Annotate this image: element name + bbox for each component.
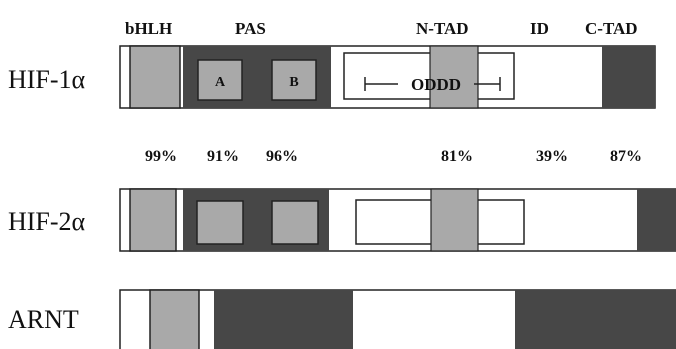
- hif1a-pas-b-label: B: [289, 75, 298, 90]
- label-id: ID: [530, 19, 549, 38]
- identity-id: 39%: [536, 148, 568, 165]
- hif1a-pas-b-box: [271, 59, 317, 101]
- identity-pas-a: 91%: [207, 148, 239, 165]
- identity-ctad: 87%: [610, 148, 642, 165]
- hif1a-oddd-box: [343, 52, 515, 100]
- label-ntad: N-TAD: [416, 19, 469, 38]
- hif1a-row: HIF-1α A B ODDD: [8, 45, 656, 109]
- oddd-label: ODDD: [411, 75, 461, 94]
- hif2a-ctad-domain: [637, 189, 676, 251]
- protein-label-arnt: ARNT: [8, 305, 79, 334]
- arnt-c-terminal-domain: [515, 290, 676, 349]
- hif1a-pas-a-box: [197, 59, 243, 101]
- label-bhlh: bHLH: [125, 19, 172, 38]
- hif2a-ntad-domain: [430, 188, 479, 252]
- arnt-pas-domain: [214, 290, 353, 349]
- hif2a-pas-b-box: [271, 200, 319, 245]
- identity-ntad: 81%: [441, 148, 473, 165]
- hif2a-row: HIF-2α: [8, 188, 676, 252]
- protein-label-hif2a: HIF-2α: [8, 207, 86, 236]
- protein-label-hif1a: HIF-1α: [8, 65, 86, 94]
- arnt-bhlh-domain: [149, 289, 200, 349]
- hif1a-ctad-domain: [602, 46, 655, 108]
- hif2a-bhlh-domain: [129, 188, 177, 252]
- hif2a-pas-a-box: [196, 200, 244, 245]
- label-pas: PAS: [235, 19, 266, 38]
- hif1a-pas-a-label: A: [215, 75, 226, 90]
- identity-bhlh: 99%: [145, 148, 177, 165]
- arnt-row: ARNT: [8, 289, 676, 349]
- hif1a-bhlh-domain: [129, 45, 181, 109]
- label-ctad: C-TAD: [585, 19, 638, 38]
- hif1a-ntad-domain: [429, 45, 479, 109]
- identity-pas-b: 96%: [266, 148, 298, 165]
